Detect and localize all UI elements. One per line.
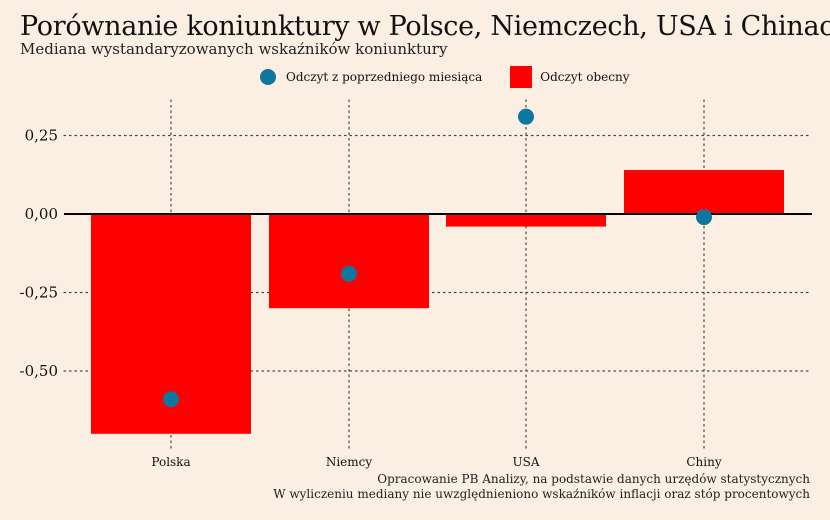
- bar-usa: [446, 214, 606, 227]
- dot-chiny: [696, 209, 712, 226]
- bar-chiny: [624, 170, 784, 214]
- bars: [91, 170, 784, 434]
- legend-item-current: Odczyt obecny: [490, 66, 630, 88]
- caption-line-source: Opracowanie PB Analizy, na podstawie dan…: [377, 472, 810, 486]
- legend-label-current: Odczyt obecny: [540, 70, 630, 84]
- dot-usa: [518, 108, 534, 125]
- legend-item-previous: Odczyt z poprzedniego miesiąca: [260, 69, 482, 85]
- dots: [163, 108, 712, 408]
- dot-niemcy: [341, 265, 357, 282]
- dot-polska: [163, 391, 179, 408]
- x-tick-label: USA: [513, 455, 540, 469]
- y-tick-labels: 0,25 0,00 -0,25 -0,50: [20, 127, 58, 381]
- legend: Odczyt z poprzedniego miesiąca Odczyt ob…: [260, 66, 630, 88]
- grid-lines: [63, 99, 813, 449]
- source-caption: Opracowanie PB Analizy, na podstawie dan…: [273, 472, 810, 502]
- chart-subtitle: Mediana wystandaryzowanych wskaźników ko…: [20, 40, 448, 58]
- y-tick-label: -0,25: [20, 284, 58, 302]
- legend-bar-swatch: [510, 66, 533, 88]
- bar-niemcy: [269, 214, 429, 309]
- x-tick-labels: Polska Niemcy USA Chiny: [151, 455, 721, 469]
- y-tick-label: 0,25: [25, 127, 58, 145]
- legend-dot-swatch: [260, 69, 276, 85]
- x-tick-label: Polska: [151, 455, 190, 469]
- caption-line-note: W wyliczeniu mediany nie uwzględnieniono…: [273, 487, 810, 501]
- legend-label-previous: Odczyt z poprzedniego miesiąca: [286, 70, 483, 84]
- y-tick-label: 0,00: [25, 205, 58, 223]
- y-tick-label: -0,50: [20, 362, 58, 380]
- x-tick-label: Chiny: [686, 455, 721, 469]
- chart-title: Porównanie koniunktury w Polsce, Niemcze…: [20, 11, 830, 42]
- x-tick-label: Niemcy: [326, 455, 373, 469]
